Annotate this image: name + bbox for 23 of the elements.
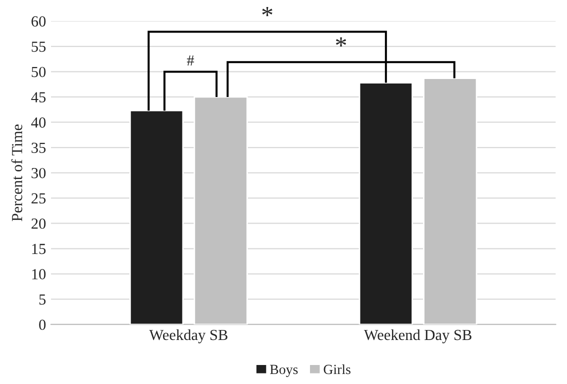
bar [129, 110, 184, 324]
annotation: * [336, 37, 346, 47]
legend-label: Girls [324, 364, 350, 374]
bar [358, 82, 413, 324]
y-tick-label: 20 [32, 218, 46, 229]
y-tick-label: 15 [32, 244, 46, 254]
y-tick-label: 50 [32, 66, 46, 78]
y-axis-title: Percent of Time [11, 124, 22, 222]
legend-label: Boys [270, 364, 298, 377]
y-tick-label: 55 [32, 42, 46, 52]
y-tick-label: 45 [31, 92, 46, 102]
annotation: # [186, 55, 194, 66]
y-tick-label: 35 [32, 142, 46, 153]
y-tick-label: 10 [32, 269, 46, 280]
x-tick-label: Weekday SB [149, 329, 228, 344]
y-tick-label: 25 [32, 193, 46, 204]
text: * [262, 7, 272, 16]
y-tick-label: 30 [32, 168, 46, 178]
y-tick-label: 5 [39, 294, 46, 305]
y-tick-label: 0 [39, 320, 46, 330]
x-tick-label: Weekend Day SB [364, 329, 472, 344]
y-tick-label: 60 [32, 16, 46, 27]
y-tick-label: 40 [31, 117, 46, 128]
